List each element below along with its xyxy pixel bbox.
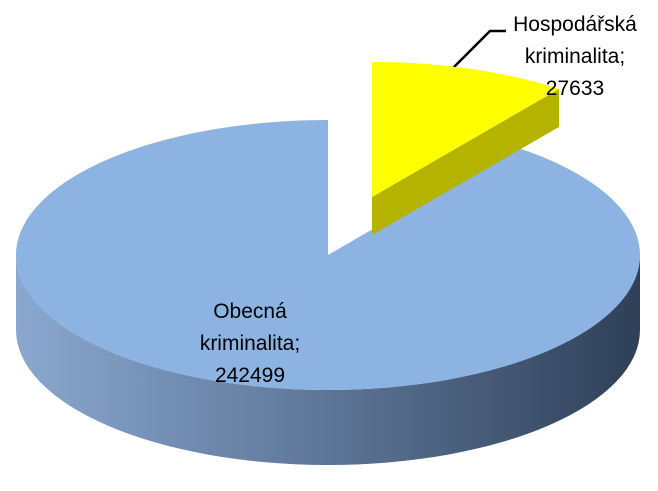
pie-slice — [372, 62, 560, 197]
pie-slice-side — [16, 255, 640, 465]
pie-slice-side — [372, 88, 560, 235]
leader-line — [447, 29, 506, 74]
data-label: Obecná kriminalita; 242499 — [200, 300, 300, 387]
data-label: Hospodářská kriminalita; 27633 — [513, 13, 637, 100]
pie-slice — [15, 119, 640, 391]
